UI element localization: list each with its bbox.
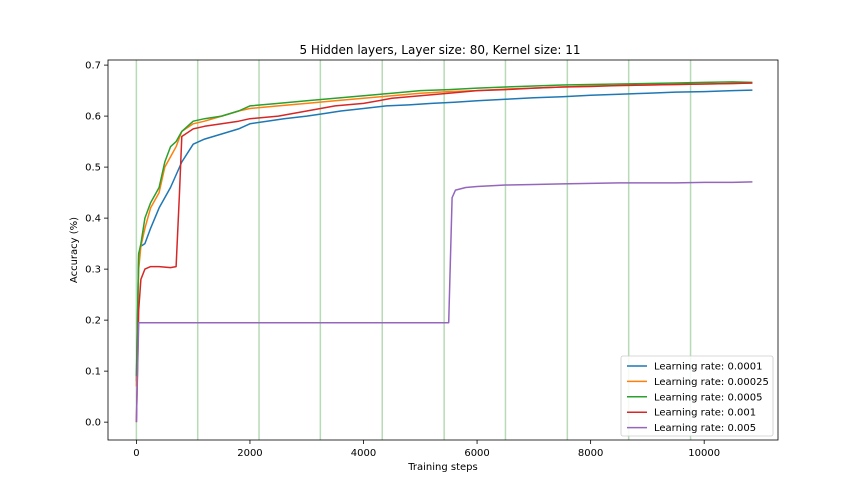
series-line-2	[135, 81, 753, 377]
x-tick-label: 2000	[237, 448, 262, 459]
legend-label-3: Learning rate: 0.001	[654, 408, 756, 419]
legend-label-1: Learning rate: 0.00025	[654, 377, 769, 388]
legend-box	[620, 355, 774, 437]
chart-title: 5 Hidden layers, Layer size: 80, Kernel …	[299, 43, 580, 57]
y-axis-label: Accuracy (%)	[69, 217, 80, 283]
x-tick-label: 6000	[464, 448, 489, 459]
x-axis-label: Training steps	[407, 462, 477, 473]
x-tick-label: 8000	[578, 448, 603, 459]
series-line-4	[135, 181, 753, 423]
y-tick-label: 0.7	[85, 61, 101, 72]
y-tick-label: 0.3	[85, 265, 101, 276]
x-tick-label: 10000	[688, 448, 720, 459]
y-tick-label: 0.5	[85, 163, 101, 174]
x-tick-label: 0	[133, 448, 139, 459]
x-tick-label: 4000	[351, 448, 376, 459]
axes-frame	[107, 59, 779, 441]
y-axis-ticks: 0.0 0.1 0.2 0.3 0.4 0.5 0.6 0.7	[85, 61, 108, 429]
y-tick-label: 0.6	[85, 112, 101, 123]
y-tick-label: 0.4	[85, 214, 101, 225]
legend-items: Learning rate: 0.0001 Learning rate: 0.00…	[627, 362, 769, 434]
legend-label-0: Learning rate: 0.0001	[654, 362, 762, 373]
series-lines	[135, 81, 753, 423]
y-tick-label: 0.2	[85, 316, 101, 327]
series-line-3	[135, 82, 753, 423]
y-tick-label: 0.0	[85, 418, 101, 429]
legend-label-2: Learning rate: 0.0005	[654, 392, 762, 403]
legend: Learning rate: 0.0001 Learning rate: 0.00…	[620, 355, 774, 437]
legend-label-4: Learning rate: 0.005	[654, 423, 756, 434]
x-axis-ticks: 0 2000 4000 6000 8000 10000	[133, 440, 720, 459]
series-line-0	[135, 89, 753, 382]
y-tick-label: 0.1	[85, 367, 101, 378]
